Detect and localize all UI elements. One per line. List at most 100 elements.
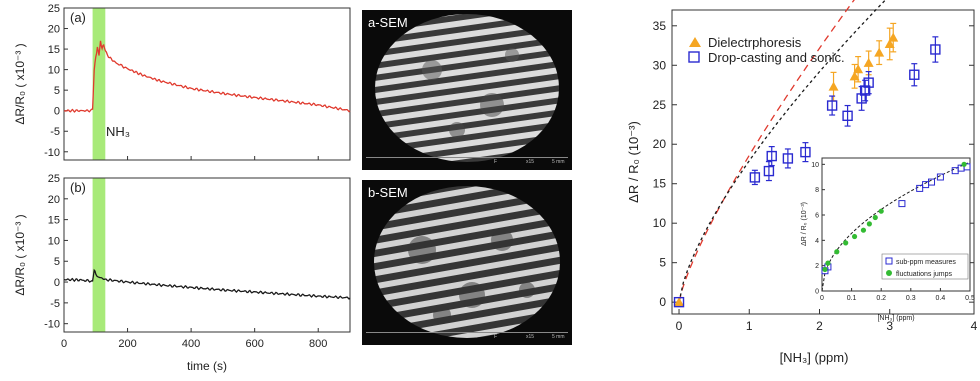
y-tick-label: 10 [48,65,60,77]
main-x-tick-label: 0 [676,319,683,333]
inset-y-tick-label: 10 [811,162,819,169]
nh3-exposure-band-b [92,178,106,332]
sem-a-scale-mag: x15 [526,159,535,165]
main-y-tick-label: 0 [659,295,666,309]
drop-casting-point [766,150,777,162]
main-chart-fits [678,0,887,303]
main-x-tick-label: 4 [971,319,978,333]
sub-ppm-point [898,200,906,208]
inset-y-tick-label: 4 [815,238,819,245]
inset-points [821,161,971,275]
legend-dielectrophoresis: Dielectrphoresis [708,35,802,50]
dielectrophoresis-point [888,32,899,42]
legend-square-marker [688,51,700,63]
sem-a-scalebar: F x15 5 mm [366,157,568,167]
fluctuation-jump-point [961,161,967,167]
fluctuation-jump-point [843,240,849,246]
y-tick-label: -5 [50,126,60,138]
drop-casting-point [863,77,874,88]
y-tick-label: 20 [48,24,60,36]
sem-image-b: b-SEM F x15 5 mm [362,180,572,345]
legend-triangle-marker [689,37,701,47]
y-tick-label: -5 [50,298,60,310]
panel-b-ticks: -10 -5 0 5 10 15 20 25 0 200 400 600 800 [44,173,327,350]
y-tick-label: 25 [48,173,60,185]
y-tick-label: 0 [54,277,60,289]
inset-y-tick-label: 2 [815,263,819,270]
sem-image-a: a-SEM F x15 5 mm [362,10,572,170]
main-y-tick-label: 10 [653,216,667,230]
inset-y-tick-label: 6 [815,213,819,220]
drop-casting-point [800,146,811,158]
sem-b-scalebar: F x15 5 mm [366,332,568,342]
panel-a-trace [63,40,351,113]
drop-casting-point [763,165,775,177]
y-tick-label: 20 [48,194,60,206]
sem-b-label: b-SEM [368,185,408,200]
main-chart-frame [671,9,975,315]
y-tick-label: 25 [48,3,60,15]
dielectrophoresis-point [828,81,839,91]
panel-a-label: (a) [70,10,86,25]
fluctuation-jump-point [860,227,867,233]
sub-ppm-point [928,178,936,186]
x-tick-label: 800 [309,338,327,350]
panel-b-xlabel: time (s) [187,359,227,373]
panel-a-ticks: -10 -5 0 5 10 15 20 25 [44,3,319,160]
main-fit-curve-1 [678,0,887,303]
y-tick-label: 10 [48,235,60,247]
sem-b-scale-mag: x15 [526,334,535,340]
sem-b-pattern [374,186,560,338]
main-x-tick-label: 3 [886,319,893,333]
main-legend: Dielectrphoresis Drop-casting and sonic. [688,35,845,65]
y-tick-label: 15 [48,215,60,227]
panel-a-ylabel: ΔR/R₀ ( x10⁻³ ) [13,43,27,124]
inset-legend-box [881,253,969,280]
inset-legend-circle [886,270,892,276]
main-y-tick-label: 35 [653,19,667,33]
inset-fit-curve [821,161,971,292]
drop-casting-point [859,85,871,96]
sem-a-label: a-SEM [368,15,408,30]
dielectrophoresis-point [884,38,895,48]
main-y-tick-label: 15 [653,177,667,191]
inset-x-tick-label: 0.4 [936,295,946,302]
inset-legend: sub-ppm measures fluctuations jumps [881,253,969,280]
legend-drop-casting: Drop-casting and sonic. [708,50,845,65]
main-x-tick-label: 1 [746,319,753,333]
drop-casting-point [826,100,838,111]
main-y-tick-label: 5 [659,256,666,270]
panel-b-label: (b) [70,180,86,195]
inset-xlabel: [NH₃] (ppm) [877,315,914,322]
drop-casting-point [842,110,853,122]
sub-ppm-point [916,184,924,192]
main-x-tick-label: 2 [816,319,823,333]
panel-b-ylabel: ΔR/R₀ ( x10⁻³ ) [13,214,27,295]
nh3-annotation: NH₃ [106,124,130,139]
sem-b-scale-len: 5 mm [552,334,565,340]
main-y-tick-label: 25 [653,98,667,112]
main-xlabel: [NH₃] (ppm) [780,350,849,365]
inset-legend-square [885,257,893,265]
dielectrophoresis-point [853,64,864,74]
fluctuation-jump-point [834,249,840,255]
y-tick-label: -10 [44,147,60,159]
panel-b-frame [63,177,351,333]
y-tick-label: 5 [54,256,60,268]
y-tick-label: -10 [44,319,60,331]
inset-y-tick-label: 0 [815,289,819,296]
fluctuation-jump-point [872,214,878,221]
x-tick-label: 400 [182,338,200,350]
drop-casting-point [782,153,794,164]
dielectrophoresis-point [849,71,860,81]
inset-x-tick-label: 0 [820,295,824,302]
fluctuation-jump-point [822,266,828,273]
inset-legend-subppm: sub-ppm measures [896,259,956,266]
panel-a: -10 -5 0 5 10 15 20 25 (a) NH₃ ΔR/R₀ ( x10⁻³ ) [13,3,351,161]
main-y-tick-label: 30 [653,58,667,72]
dielectrophoresis-point [863,57,874,67]
panel-b: -10 -5 0 5 10 15 20 25 0 200 400 600 800 (b) ΔR/R₀ (… [13,173,351,373]
nh3-exposure-band-a [92,8,106,160]
